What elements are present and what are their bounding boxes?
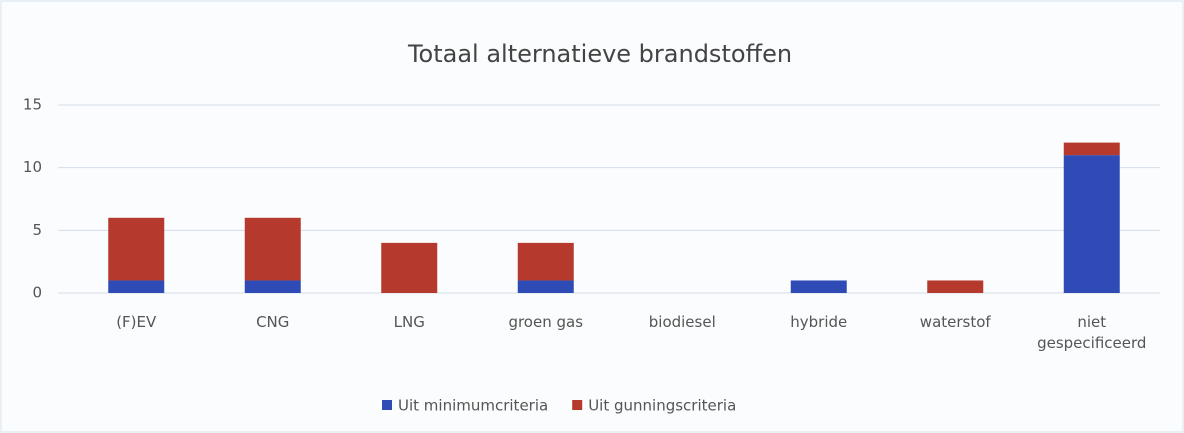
x-tick-label: (F)EV [116, 313, 157, 331]
bar-segment [244, 280, 301, 293]
x-tick-label: waterstof [919, 313, 991, 331]
bar-segment [927, 280, 984, 293]
x-tick-label: niet gespecificeerd [1037, 313, 1147, 352]
bar-segment [517, 280, 574, 293]
bar-segment [381, 242, 438, 293]
legend-swatch [382, 400, 392, 410]
x-tick-label: hybride [790, 313, 848, 331]
x-tick-label: biodiesel [648, 313, 716, 331]
bar-segment [108, 280, 165, 293]
bar-segment [517, 242, 574, 281]
bar-segment [790, 280, 847, 293]
bar-segment [1063, 155, 1120, 293]
y-tick-label: 0 [32, 284, 42, 302]
legend-label: Uit gunningscriteria [588, 397, 736, 415]
y-tick-label: 5 [32, 221, 42, 239]
legend-swatch [572, 400, 583, 410]
x-tick-label: groen gas [508, 313, 584, 331]
y-tick-label: 10 [23, 158, 42, 176]
chart-title: Totaal alternatieve brandstoffen [407, 40, 792, 68]
bar-segment [1063, 142, 1120, 156]
bar-segment [244, 217, 301, 281]
x-tick-label: CNG [256, 313, 290, 331]
bar-segment [108, 217, 165, 281]
legend-label: Uit minimumcriteria [398, 397, 548, 415]
x-tick-label: LNG [393, 313, 425, 331]
y-tick-label: 15 [23, 96, 42, 114]
